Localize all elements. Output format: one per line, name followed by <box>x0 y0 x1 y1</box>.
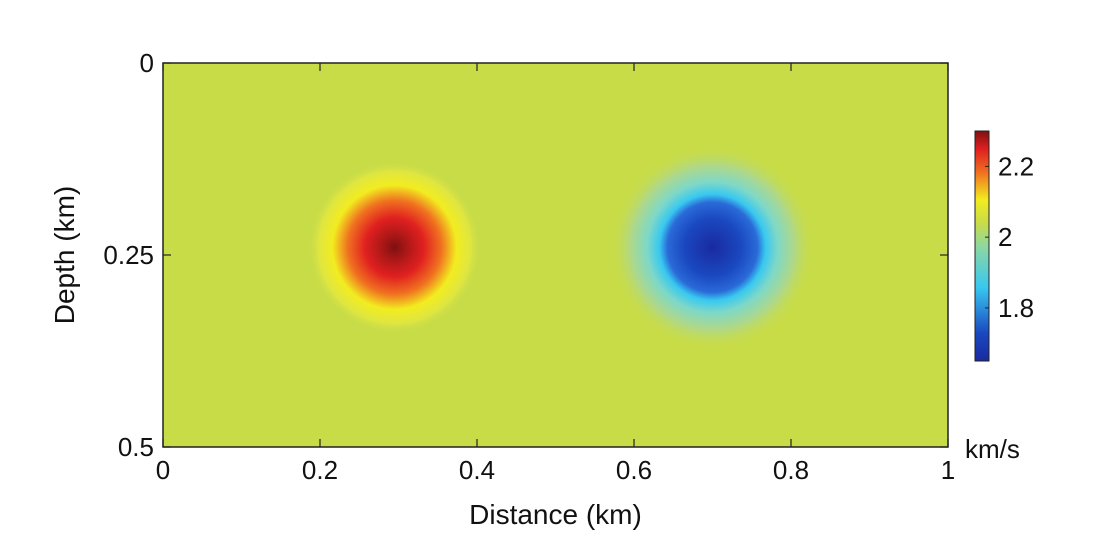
x-tick-label: 0.4 <box>459 455 495 485</box>
low-velocity-anomaly <box>610 145 815 350</box>
x-tick-label: 0 <box>156 455 170 485</box>
y-axis-ticks: 0 0.25 0.5 <box>103 48 948 462</box>
x-axis-label: Distance (km) <box>469 499 642 530</box>
high-velocity-anomaly <box>308 160 481 334</box>
plot-area <box>162 62 949 448</box>
colorbar-gradient <box>974 130 990 362</box>
colorbar-tick-label: 1.8 <box>998 293 1034 323</box>
colorbar-tick-label: 2 <box>998 222 1012 252</box>
x-tick-label: 0.8 <box>773 455 809 485</box>
colorbar-tick-label: 2.2 <box>998 151 1034 181</box>
y-tick-label: 0 <box>140 48 154 78</box>
colorbar: 1.8 2 2.2 km/s <box>965 130 1034 464</box>
colorbar-unit-label: km/s <box>965 434 1020 464</box>
x-axis-ticks: 0 0.2 0.4 0.6 0.8 1 <box>156 63 955 485</box>
y-tick-label: 0.25 <box>103 240 154 270</box>
y-axis-label: Depth (km) <box>49 186 80 324</box>
x-tick-label: 1 <box>941 455 955 485</box>
y-tick-label: 0.5 <box>118 432 154 462</box>
x-tick-label: 0.2 <box>302 455 338 485</box>
heatmap-background <box>163 63 948 447</box>
x-tick-label: 0.6 <box>616 455 652 485</box>
colorbar-ticks: 1.8 2 2.2 <box>985 151 1034 323</box>
